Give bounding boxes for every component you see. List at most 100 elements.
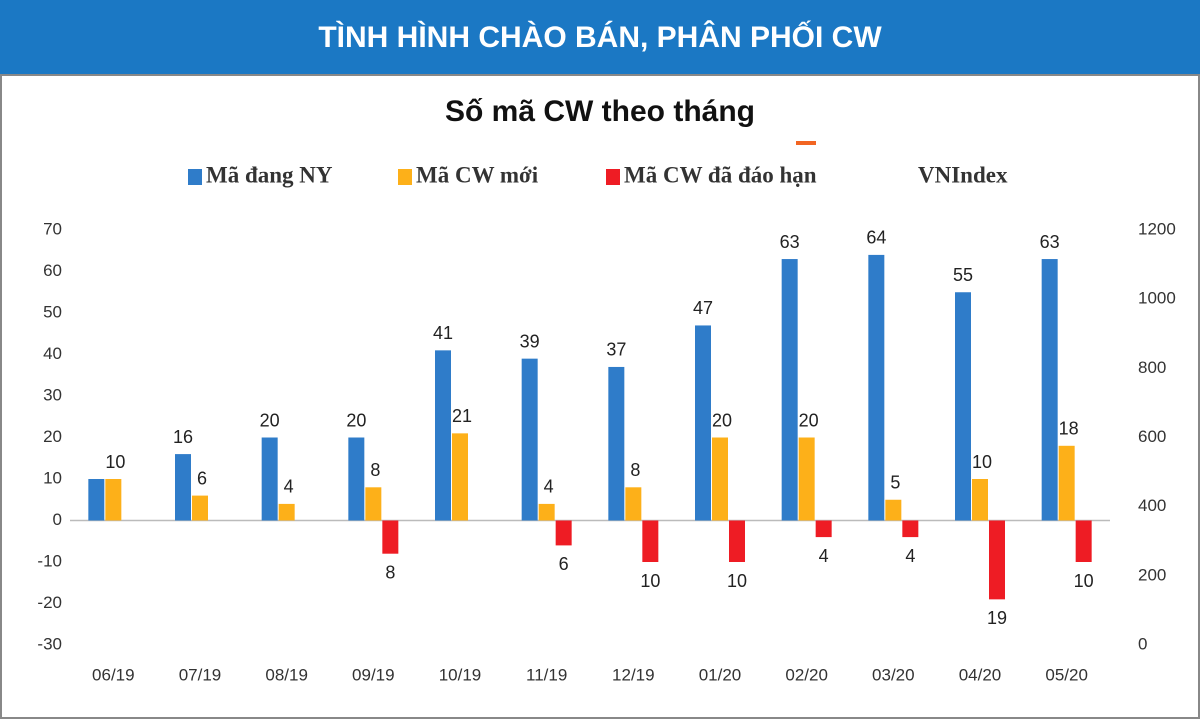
bar — [1041, 259, 1058, 521]
value-label: 63 — [1040, 232, 1060, 252]
y2-tick-label: 400 — [1138, 496, 1166, 515]
y-tick-label: 20 — [43, 427, 62, 446]
value-label: 63 — [780, 232, 800, 252]
value-label: 39 — [520, 331, 540, 351]
bar — [608, 366, 625, 521]
bar — [625, 487, 642, 521]
y2-tick-label: 0 — [1138, 634, 1147, 653]
y2-tick-label: 200 — [1138, 565, 1166, 584]
x-tick-label: 08/19 — [265, 665, 308, 684]
bar — [382, 520, 399, 554]
value-label: 64 — [866, 228, 886, 248]
value-label: 21 — [452, 406, 472, 426]
y-tick-label: 10 — [43, 468, 62, 487]
value-label: 10 — [1074, 571, 1094, 591]
bar — [1075, 520, 1092, 562]
x-tick-label: 03/20 — [872, 665, 915, 684]
value-label: 5 — [890, 473, 900, 493]
x-tick-label: 05/20 — [1045, 665, 1088, 684]
x-tick-label: 11/19 — [526, 665, 567, 684]
y-tick-label: -20 — [37, 593, 62, 612]
value-label: 55 — [953, 265, 973, 285]
bar — [712, 437, 728, 521]
value-label: 4 — [284, 477, 294, 497]
value-label: 47 — [693, 298, 713, 318]
x-tick-label: 10/19 — [439, 665, 482, 684]
bar — [798, 437, 815, 521]
value-label: 8 — [630, 460, 640, 480]
bar — [261, 437, 278, 521]
bar — [278, 503, 295, 521]
bar — [642, 520, 659, 562]
value-label: 6 — [559, 554, 569, 574]
bar — [348, 437, 365, 521]
value-label: 20 — [346, 410, 366, 430]
y2-tick-label: 1000 — [1138, 289, 1176, 308]
value-label: 8 — [370, 460, 380, 480]
y2-tick-label: 1200 — [1138, 219, 1176, 238]
y-tick-label: 50 — [43, 302, 62, 321]
y-tick-label: 60 — [43, 261, 62, 280]
bar — [1058, 445, 1075, 521]
x-tick-label: 04/20 — [959, 665, 1002, 684]
bar — [105, 479, 122, 521]
legend-label: Mã đang NY — [206, 162, 333, 187]
value-label: 20 — [712, 410, 732, 430]
bar — [521, 358, 538, 521]
value-label: 20 — [799, 410, 819, 430]
legend-marker — [398, 169, 412, 185]
y-tick-label: -10 — [37, 551, 62, 570]
y-tick-label: 40 — [43, 344, 62, 363]
frame — [0, 74, 1200, 719]
value-label: 8 — [385, 562, 395, 582]
bar — [989, 520, 1005, 600]
y-tick-label: -30 — [37, 634, 62, 653]
bar — [192, 495, 208, 521]
bar — [815, 520, 832, 538]
bar — [365, 487, 382, 521]
bar — [955, 292, 971, 521]
bar — [538, 503, 555, 521]
x-tick-label: 12/19 — [612, 665, 655, 684]
value-label: 16 — [173, 427, 193, 447]
legend-label: Mã CW đã đáo hạn — [624, 162, 817, 187]
value-label: 4 — [905, 546, 915, 566]
bar — [695, 325, 711, 521]
bar — [972, 479, 988, 521]
bar — [435, 350, 451, 521]
x-tick-label: 02/20 — [785, 665, 828, 684]
bar — [452, 433, 468, 521]
value-label: 4 — [544, 477, 554, 497]
x-tick-label: 01/20 — [699, 665, 742, 684]
legend-label: Mã CW mới — [416, 162, 539, 187]
bar — [555, 520, 572, 546]
value-label: 41 — [433, 323, 453, 343]
x-tick-label: 06/19 — [92, 665, 135, 684]
value-label: 10 — [972, 452, 992, 472]
bar — [88, 479, 105, 521]
value-label: 10 — [105, 452, 125, 472]
bar — [868, 254, 885, 521]
header-banner — [0, 0, 1200, 75]
y2-tick-label: 600 — [1138, 427, 1166, 446]
y-tick-label: 70 — [43, 219, 62, 238]
x-tick-label: 09/19 — [352, 665, 395, 684]
value-label: 4 — [819, 546, 829, 566]
x-tick-label: 07/19 — [179, 665, 222, 684]
bar — [729, 520, 745, 562]
value-label: 6 — [197, 468, 207, 488]
value-label: 19 — [987, 608, 1007, 628]
bar — [175, 454, 191, 521]
y-tick-label: 0 — [53, 510, 62, 529]
value-label: 20 — [260, 410, 280, 430]
bar — [781, 259, 798, 521]
chart-title: Số mã CW theo tháng — [445, 95, 755, 128]
value-label: 10 — [727, 571, 747, 591]
legend-marker — [188, 169, 202, 185]
value-label: 10 — [640, 571, 660, 591]
y-tick-label: 30 — [43, 385, 62, 404]
bar — [902, 520, 919, 538]
value-label: 37 — [606, 340, 626, 360]
bar — [885, 499, 902, 521]
